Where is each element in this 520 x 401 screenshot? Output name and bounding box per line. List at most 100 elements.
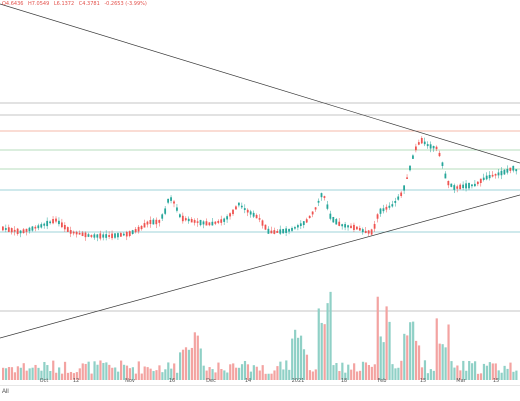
volume-bar [249,371,252,380]
volume-bar [438,343,441,380]
candle-body [55,218,57,222]
volume-bar [326,303,329,380]
candle-body [350,225,352,229]
volume-bar [240,364,244,380]
volume-bar [373,364,376,380]
range-all-button[interactable]: All [2,389,9,395]
candle-body [202,221,205,225]
volume-bar [46,365,49,380]
volume-bar [291,338,294,380]
candle-body [131,230,134,234]
x-tick-label: Mar [456,378,466,384]
candle-body [63,224,66,230]
candle-body [214,221,217,224]
volume-bar [515,370,518,380]
price-chart[interactable]: Oct 12 Nov 16 Dec 14 2021 18 Feb 15 Mar 15 [0,0,520,385]
candle-body [400,192,403,197]
candle-body [81,232,84,237]
candle-body [506,168,509,173]
candle-body [512,165,515,171]
ohlc-change: -0.2653 (-3.99%) [104,1,147,7]
candle-body [223,218,226,222]
volume-bar [317,308,320,380]
candle-body [367,230,370,234]
candle-body [75,231,78,235]
volume-bar [63,361,67,380]
volume-bar [164,369,167,380]
volume-bar [96,364,99,380]
volume-bar [58,367,61,380]
volume-bar [462,360,465,380]
volume-bar [111,367,114,380]
volume-bar [400,360,403,380]
candle-body [353,224,355,230]
volume-bar [311,371,314,380]
candle-body [376,214,379,219]
volume-bar [391,364,394,380]
candle-body [255,214,258,219]
volume-bar [444,347,447,380]
candle-body [435,146,438,150]
volume-bar [255,366,258,380]
volume-bar [170,368,173,380]
volume-bar [297,337,300,380]
volume-bar [75,372,78,380]
candle-body [500,170,503,176]
x-tick-label: 16 [169,378,175,384]
volume-bar [173,363,176,380]
candle-body [69,230,72,234]
candle-body [84,232,87,238]
ohlc-low: L6.1372 [53,1,75,7]
candle-body [479,178,482,184]
candle-body [220,219,223,223]
candle-body [149,219,152,225]
volume-bar [282,369,285,380]
volume-bar [202,365,205,380]
volume-bar [114,367,117,380]
volume-bar [447,324,450,380]
volume-bar [512,371,515,380]
candle-body [108,235,110,237]
volume-bar [423,360,427,380]
volume-bar [432,370,435,380]
x-tick-label: Feb [378,378,387,384]
volume-bar [409,322,412,380]
volume-bar [503,365,506,380]
candle-body [294,227,296,229]
bottom-toolbar: All [0,385,520,401]
volume-bar [367,365,370,380]
volume-bar [134,373,137,380]
volume-bar [329,291,332,380]
candle-body [488,174,491,179]
x-tick-label: Dec [206,378,216,384]
volume-bar [217,362,220,380]
volume-bar [308,370,311,380]
volume-bar [509,362,512,380]
volume-bar [488,362,491,380]
candle-body [332,216,335,223]
candle-body [438,152,441,157]
candle-body [243,208,246,210]
candle-body [199,219,202,226]
candle-body [252,212,255,217]
candle-body [491,174,494,177]
volume-bar [403,333,406,380]
candle-body [288,229,290,232]
volume-bar [187,349,191,380]
candle-body [468,182,470,189]
candle-body [311,211,314,215]
candle-body [187,218,190,222]
volume-bar [479,373,483,380]
x-tick-label: 2021 [292,378,305,384]
candle-body [87,234,90,237]
volume-bar [184,347,188,380]
x-tick-label: 12 [73,378,79,384]
candle-body [494,174,497,176]
volume-bar [356,371,359,380]
volume-bar [155,370,158,380]
candle-body [161,214,164,219]
volume-bar [364,362,368,380]
volume-bar [190,347,193,380]
volume-bar [476,373,480,380]
